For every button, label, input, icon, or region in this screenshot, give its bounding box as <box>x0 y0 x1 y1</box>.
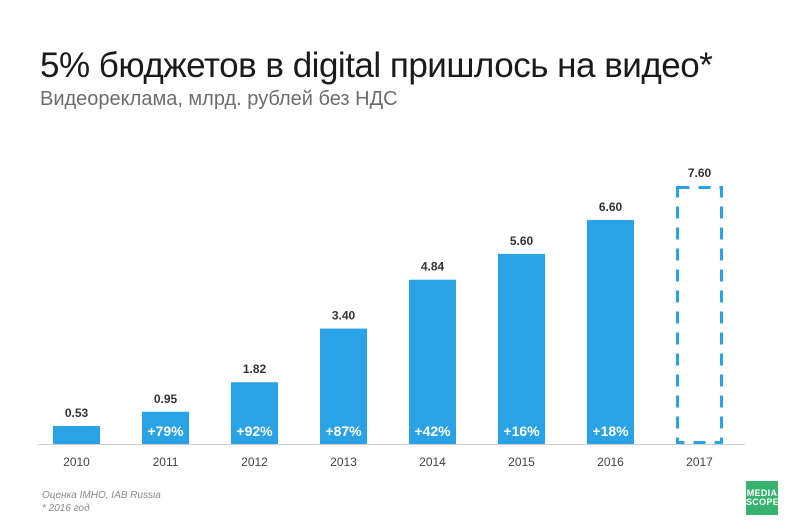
bar-2013 <box>320 328 367 444</box>
forecast-bar-2017 <box>676 186 723 444</box>
mediascope-logo: MEDIA SCOPE <box>746 481 780 515</box>
chart-title: 5% бюджетов в digital пришлось на видео* <box>40 46 713 85</box>
x-tick-label-2016: 2016 <box>597 455 624 469</box>
x-tick-label-2011: 2011 <box>153 455 179 469</box>
growth-label-2013: +87% <box>325 423 362 439</box>
value-label-2012: 1.82 <box>243 362 267 376</box>
growth-label-2016: +18% <box>592 423 629 439</box>
year-footnote: * 2016 год <box>42 503 90 514</box>
growth-label-2015: +16% <box>503 423 540 439</box>
x-tick-label-2017: 2017 <box>686 455 713 469</box>
source-footnote: Оценка IMHO, IAB Russia <box>42 490 161 501</box>
growth-label-2012: +92% <box>236 423 273 439</box>
value-label-2016: 6.60 <box>599 200 623 214</box>
value-label-2015: 5.60 <box>510 234 534 248</box>
bar-2010 <box>53 426 100 444</box>
value-label-2011: 0.95 <box>154 392 178 406</box>
growth-label-2014: +42% <box>414 423 451 439</box>
chart-subtitle: Видеореклама, млрд. рублей без НДС <box>40 88 398 110</box>
logo-line-1: MEDIA <box>746 488 778 498</box>
x-tick-label-2014: 2014 <box>419 455 446 469</box>
growth-label-2011: +79% <box>147 423 184 439</box>
logo-line-2: SCOPE <box>746 497 780 507</box>
value-label-2014: 4.84 <box>421 260 445 274</box>
value-label-2013: 3.40 <box>332 309 356 323</box>
value-label-2017: 7.60 <box>688 166 712 180</box>
x-tick-label-2015: 2015 <box>508 455 535 469</box>
x-tick-label-2012: 2012 <box>241 455 268 469</box>
bar-2011 <box>142 411 189 444</box>
bar-2016 <box>587 219 634 444</box>
x-tick-label-2010: 2010 <box>63 455 90 469</box>
bar-2014 <box>409 279 456 444</box>
bar-2012 <box>231 382 278 444</box>
x-tick-label-2013: 2013 <box>330 455 357 469</box>
value-label-2010: 0.53 <box>65 406 89 420</box>
bar-2015 <box>498 253 545 444</box>
